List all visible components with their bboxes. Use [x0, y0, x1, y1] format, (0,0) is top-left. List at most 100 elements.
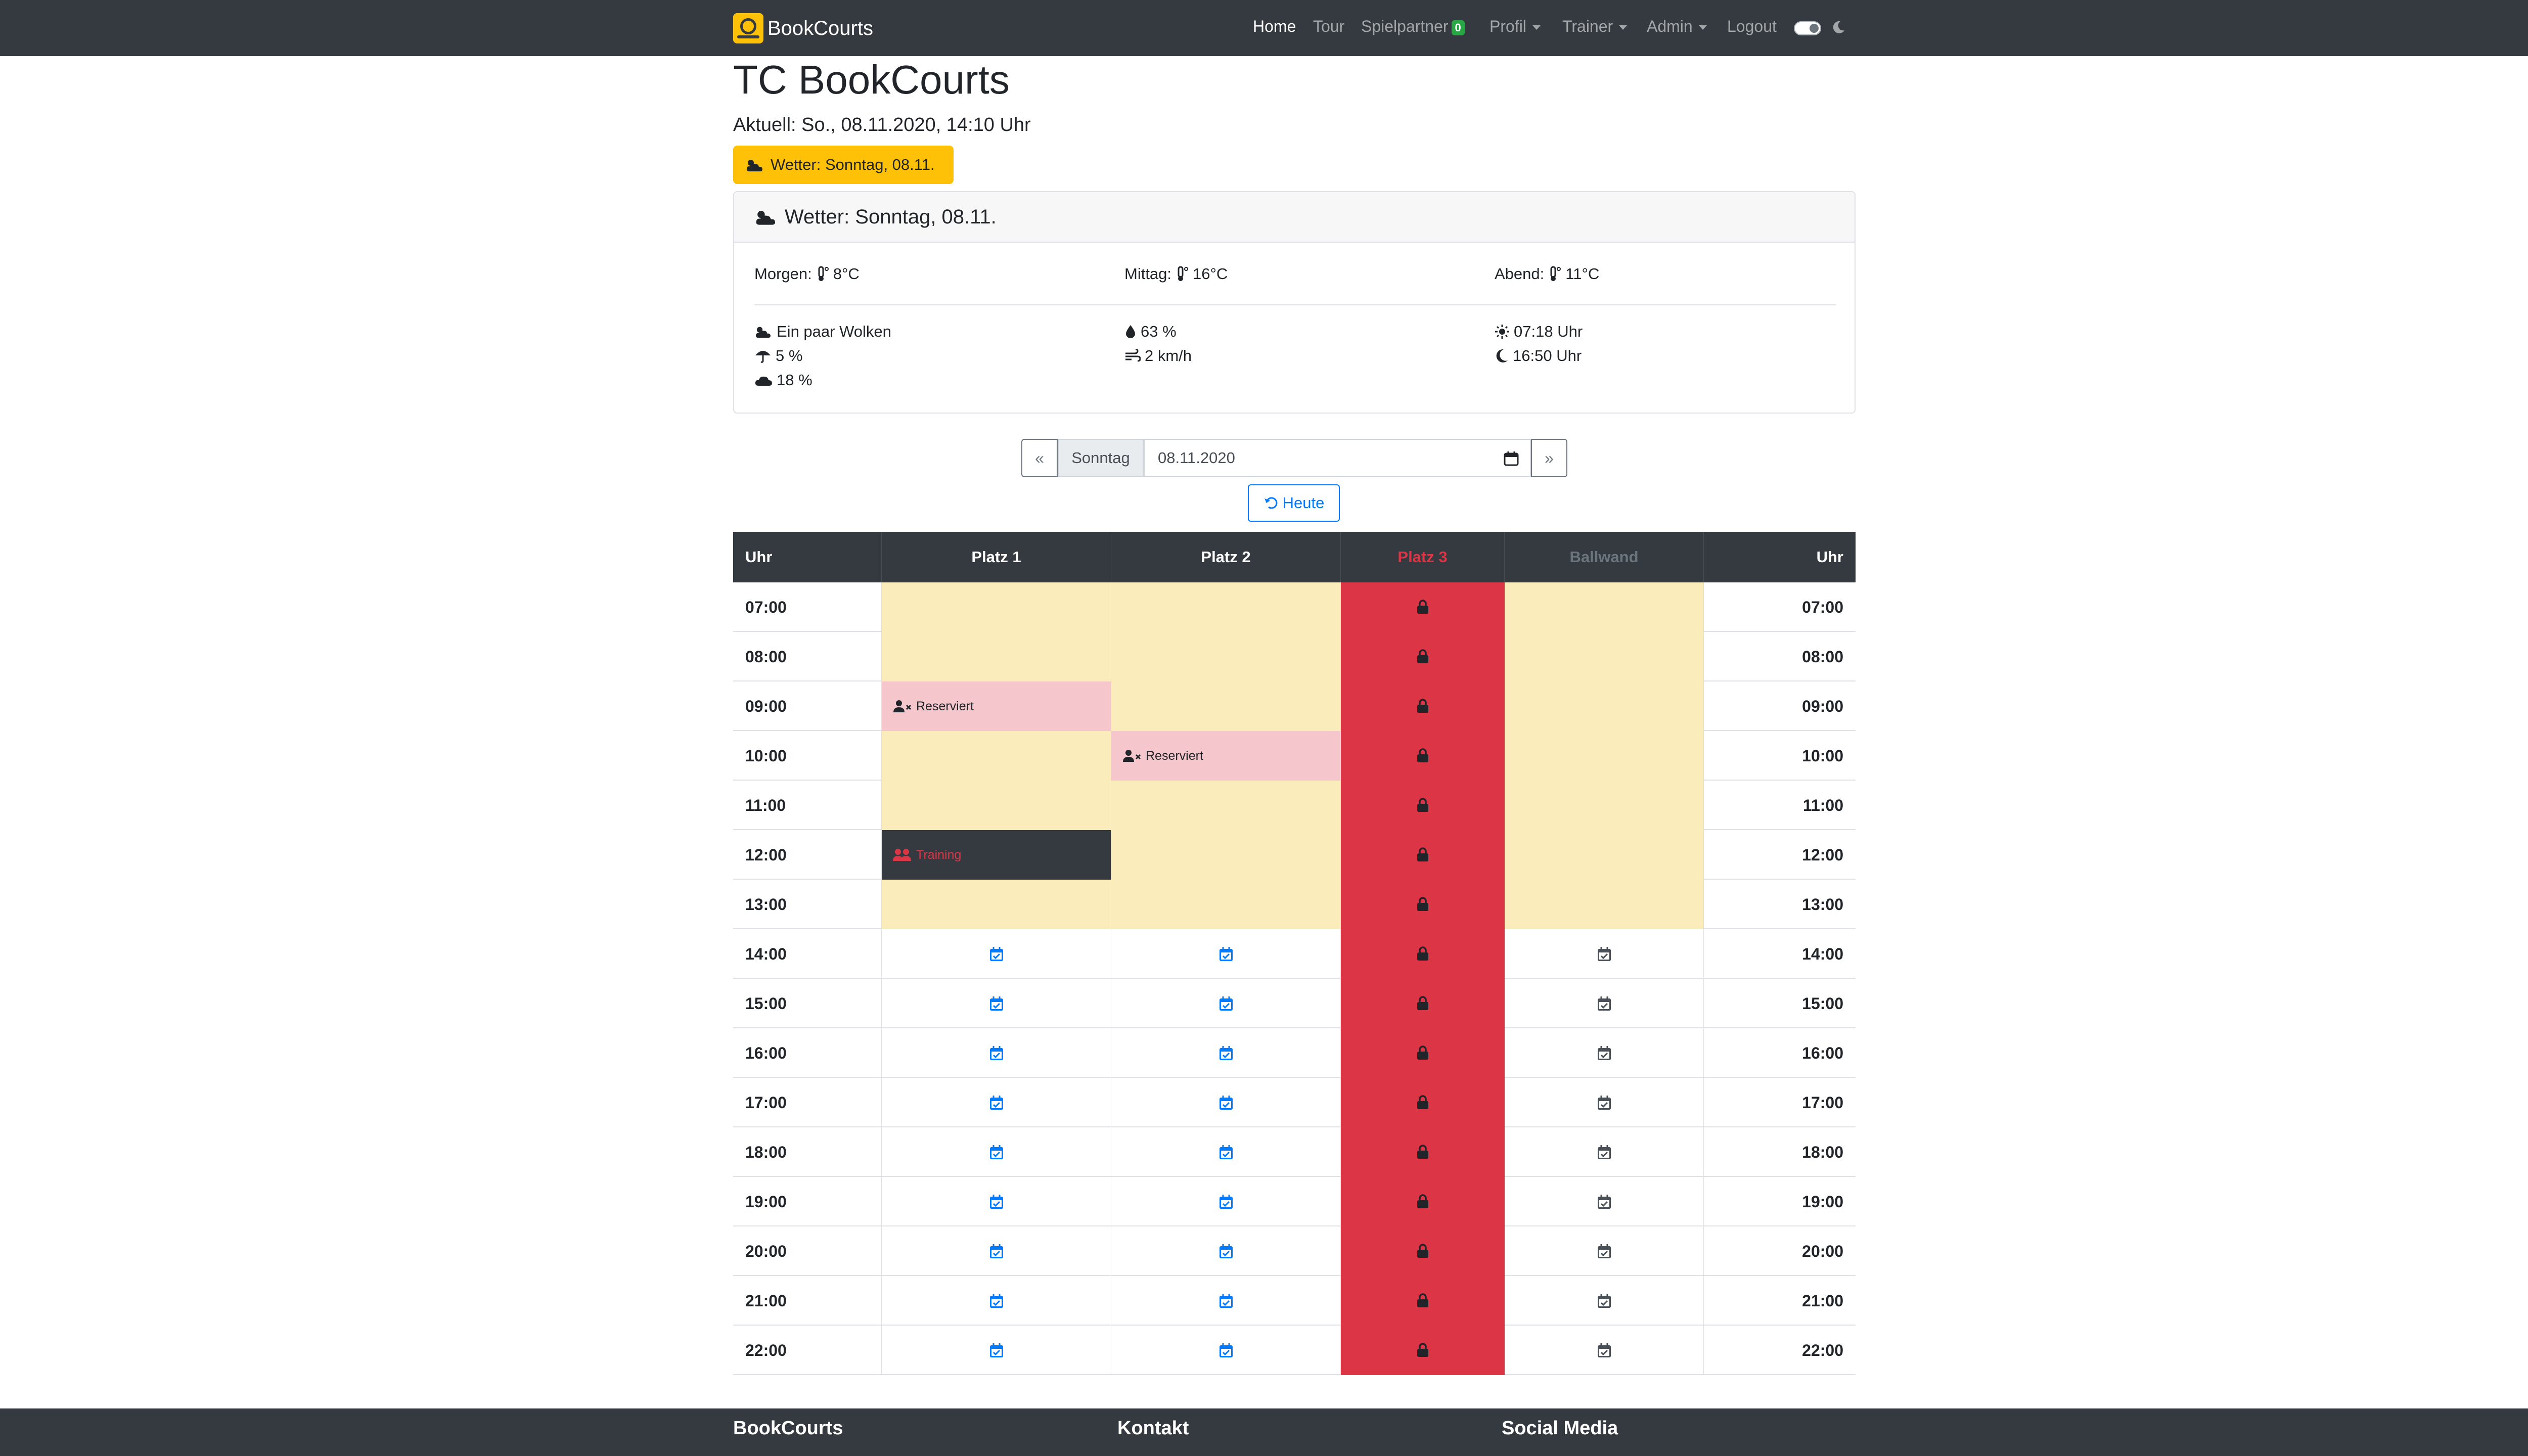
slot-book[interactable] — [882, 1326, 1111, 1375]
slot-book[interactable] — [882, 1127, 1111, 1177]
logo-icon — [733, 13, 763, 43]
slot-book[interactable] — [882, 929, 1111, 979]
slot-book[interactable] — [882, 1226, 1111, 1276]
chevron-down-icon — [1619, 25, 1628, 30]
calendar-check-icon — [1219, 1046, 1233, 1060]
table-row: 19:00 19:00 — [733, 1177, 1856, 1226]
evening-label: Abend: — [1495, 265, 1545, 283]
calendar-check-icon — [989, 1343, 1003, 1357]
next-day-button[interactable]: » — [1531, 439, 1567, 477]
time-cell-right: 09:00 — [1802, 697, 1843, 715]
slot-book[interactable] — [1111, 1078, 1341, 1127]
slot-book[interactable] — [1111, 1226, 1341, 1276]
today-button[interactable]: Heute — [1248, 484, 1340, 522]
slot-closed — [1111, 582, 1341, 632]
date-input[interactable]: 08.11.2020 — [1144, 439, 1531, 477]
prev-day-button[interactable]: « — [1021, 439, 1058, 477]
calendar-check-icon — [989, 1195, 1003, 1209]
table-row: 14:00 14:00 — [733, 929, 1856, 979]
slot-book[interactable] — [1505, 1177, 1704, 1226]
wind-text: 2 km/h — [1145, 347, 1192, 365]
dark-mode-toggle[interactable] — [1794, 21, 1821, 35]
nav-spielpartner[interactable]: Spielpartner 0 — [1361, 17, 1465, 36]
calendar-check-icon — [989, 996, 1003, 1011]
weather-card-title: Wetter: Sonntag, 08.11. — [785, 205, 997, 228]
slot-book[interactable] — [1505, 1276, 1704, 1326]
slot-locked — [1341, 1028, 1505, 1078]
nav-spielpartner-label: Spielpartner — [1361, 17, 1449, 35]
slot-book[interactable] — [1111, 1028, 1341, 1078]
slot-book[interactable] — [1505, 1326, 1704, 1375]
page-title: TC BookCourts — [733, 57, 1010, 102]
current-datetime: Aktuell: So., 08.11.2020, 14:10 Uhr — [733, 114, 1031, 135]
time-cell-right: 10:00 — [1802, 746, 1843, 765]
calendar-check-icon — [1597, 1343, 1611, 1357]
time-cell-right: 20:00 — [1802, 1242, 1843, 1260]
time-cell-right: 15:00 — [1802, 994, 1843, 1013]
nav-trainer[interactable]: Trainer — [1562, 17, 1628, 36]
table-header: Uhr Platz 1 Platz 2 Platz 3 Ballwand Uhr — [733, 532, 1856, 582]
slot-book[interactable] — [1505, 979, 1704, 1028]
slot-book[interactable] — [1505, 1028, 1704, 1078]
sun-icon — [1495, 325, 1509, 339]
slot-book[interactable] — [1505, 929, 1704, 979]
slot-locked — [1341, 1127, 1505, 1177]
calendar-check-icon — [1597, 1145, 1611, 1159]
calendar-check-icon — [989, 1096, 1003, 1110]
nav-logout[interactable]: Logout — [1727, 17, 1777, 35]
table-row: 13:00 13:00 — [733, 880, 1856, 929]
slot-book[interactable] — [882, 1276, 1111, 1326]
slot-closed — [1111, 632, 1341, 681]
time-cell: 16:00 — [733, 1028, 882, 1078]
slot-book[interactable] — [882, 1028, 1111, 1078]
time-cell: 11:00 — [733, 781, 882, 830]
slot-book[interactable] — [882, 979, 1111, 1028]
day-label: Sonntag — [1058, 439, 1144, 477]
lock-icon — [1417, 1194, 1428, 1208]
weather-humidity: 63 % — [1124, 323, 1177, 341]
slot-book[interactable] — [1111, 1326, 1341, 1375]
header-time-right: Uhr — [1816, 548, 1843, 566]
time-cell-right: 18:00 — [1802, 1143, 1843, 1161]
calendar-check-icon — [1597, 1046, 1611, 1060]
calendar-check-icon — [1219, 996, 1233, 1011]
calendar-check-icon — [1219, 1096, 1233, 1110]
header-time: Uhr — [733, 532, 882, 582]
slot-book[interactable] — [1111, 1127, 1341, 1177]
slot-book[interactable] — [1111, 1276, 1341, 1326]
time-cell: 10:00 — [733, 731, 882, 781]
slot-closed — [1505, 830, 1704, 880]
nav-profil[interactable]: Profil — [1489, 17, 1541, 36]
calendar-check-icon — [1219, 1145, 1233, 1159]
slot-book[interactable] — [1111, 1177, 1341, 1226]
slot-book[interactable] — [1505, 1127, 1704, 1177]
slot-locked — [1341, 1226, 1505, 1276]
slot-book[interactable] — [1505, 1078, 1704, 1127]
slot-locked — [1341, 731, 1505, 781]
footer: BookCourts Kontakt Social Media — [0, 1408, 2528, 1456]
weather-button[interactable]: Wetter: Sonntag, 08.11. — [733, 146, 954, 184]
slot-closed — [882, 632, 1111, 681]
time-cell: 07:00 — [733, 582, 882, 632]
time-cell-right: 12:00 — [1802, 845, 1843, 864]
calendar-icon[interactable] — [1504, 451, 1519, 466]
umbrella-icon — [755, 351, 771, 363]
slot-book[interactable] — [1111, 929, 1341, 979]
brand[interactable]: BookCourts — [733, 13, 873, 43]
slot-book[interactable] — [882, 1078, 1111, 1127]
nav-home[interactable]: Home — [1253, 17, 1296, 35]
lock-icon — [1417, 1045, 1428, 1060]
slot-book[interactable] — [1505, 1226, 1704, 1276]
nav-admin[interactable]: Admin — [1647, 17, 1707, 36]
calendar-check-icon — [989, 1244, 1003, 1258]
table-row: 15:00 15:00 — [733, 979, 1856, 1028]
time-cell-right: 07:00 — [1802, 598, 1843, 616]
today-label: Heute — [1282, 494, 1325, 512]
calendar-check-icon — [1597, 996, 1611, 1011]
slot-book[interactable] — [882, 1177, 1111, 1226]
nav-tour[interactable]: Tour — [1313, 17, 1345, 35]
weather-button-label: Wetter: Sonntag, 08.11. — [771, 156, 935, 173]
slot-book[interactable] — [1111, 979, 1341, 1028]
thermometer-icon — [1178, 266, 1189, 281]
slot-closed — [1111, 880, 1341, 929]
